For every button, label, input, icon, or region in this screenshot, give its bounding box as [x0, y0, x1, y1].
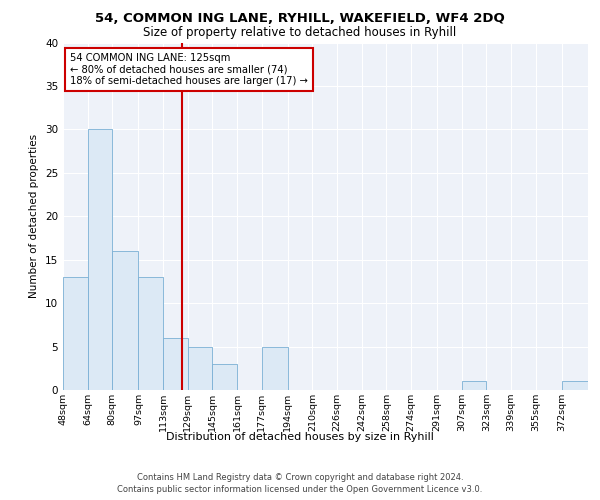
- Text: Contains HM Land Registry data © Crown copyright and database right 2024.
Contai: Contains HM Land Registry data © Crown c…: [118, 472, 482, 494]
- Bar: [212, 364, 237, 390]
- Y-axis label: Number of detached properties: Number of detached properties: [29, 134, 40, 298]
- Bar: [163, 338, 188, 390]
- Bar: [139, 277, 163, 390]
- Bar: [462, 382, 487, 390]
- Text: Distribution of detached houses by size in Ryhill: Distribution of detached houses by size …: [166, 432, 434, 442]
- Text: Size of property relative to detached houses in Ryhill: Size of property relative to detached ho…: [143, 26, 457, 39]
- Bar: [188, 346, 212, 390]
- Bar: [88, 130, 112, 390]
- Bar: [63, 277, 88, 390]
- Text: 54 COMMON ING LANE: 125sqm
← 80% of detached houses are smaller (74)
18% of semi: 54 COMMON ING LANE: 125sqm ← 80% of deta…: [70, 53, 308, 86]
- Text: 54, COMMON ING LANE, RYHILL, WAKEFIELD, WF4 2DQ: 54, COMMON ING LANE, RYHILL, WAKEFIELD, …: [95, 12, 505, 26]
- Bar: [562, 382, 588, 390]
- Bar: [112, 251, 139, 390]
- Bar: [262, 346, 288, 390]
